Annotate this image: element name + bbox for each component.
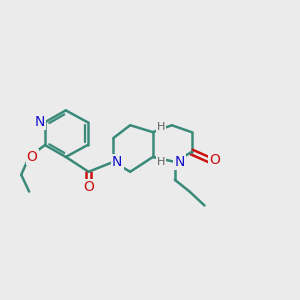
Text: N: N bbox=[112, 155, 122, 169]
Text: H: H bbox=[157, 157, 165, 167]
Text: O: O bbox=[209, 153, 220, 167]
Text: O: O bbox=[83, 180, 94, 194]
Text: O: O bbox=[27, 150, 38, 164]
Text: N: N bbox=[35, 115, 45, 129]
Text: H: H bbox=[157, 122, 165, 132]
Text: N: N bbox=[175, 155, 185, 169]
